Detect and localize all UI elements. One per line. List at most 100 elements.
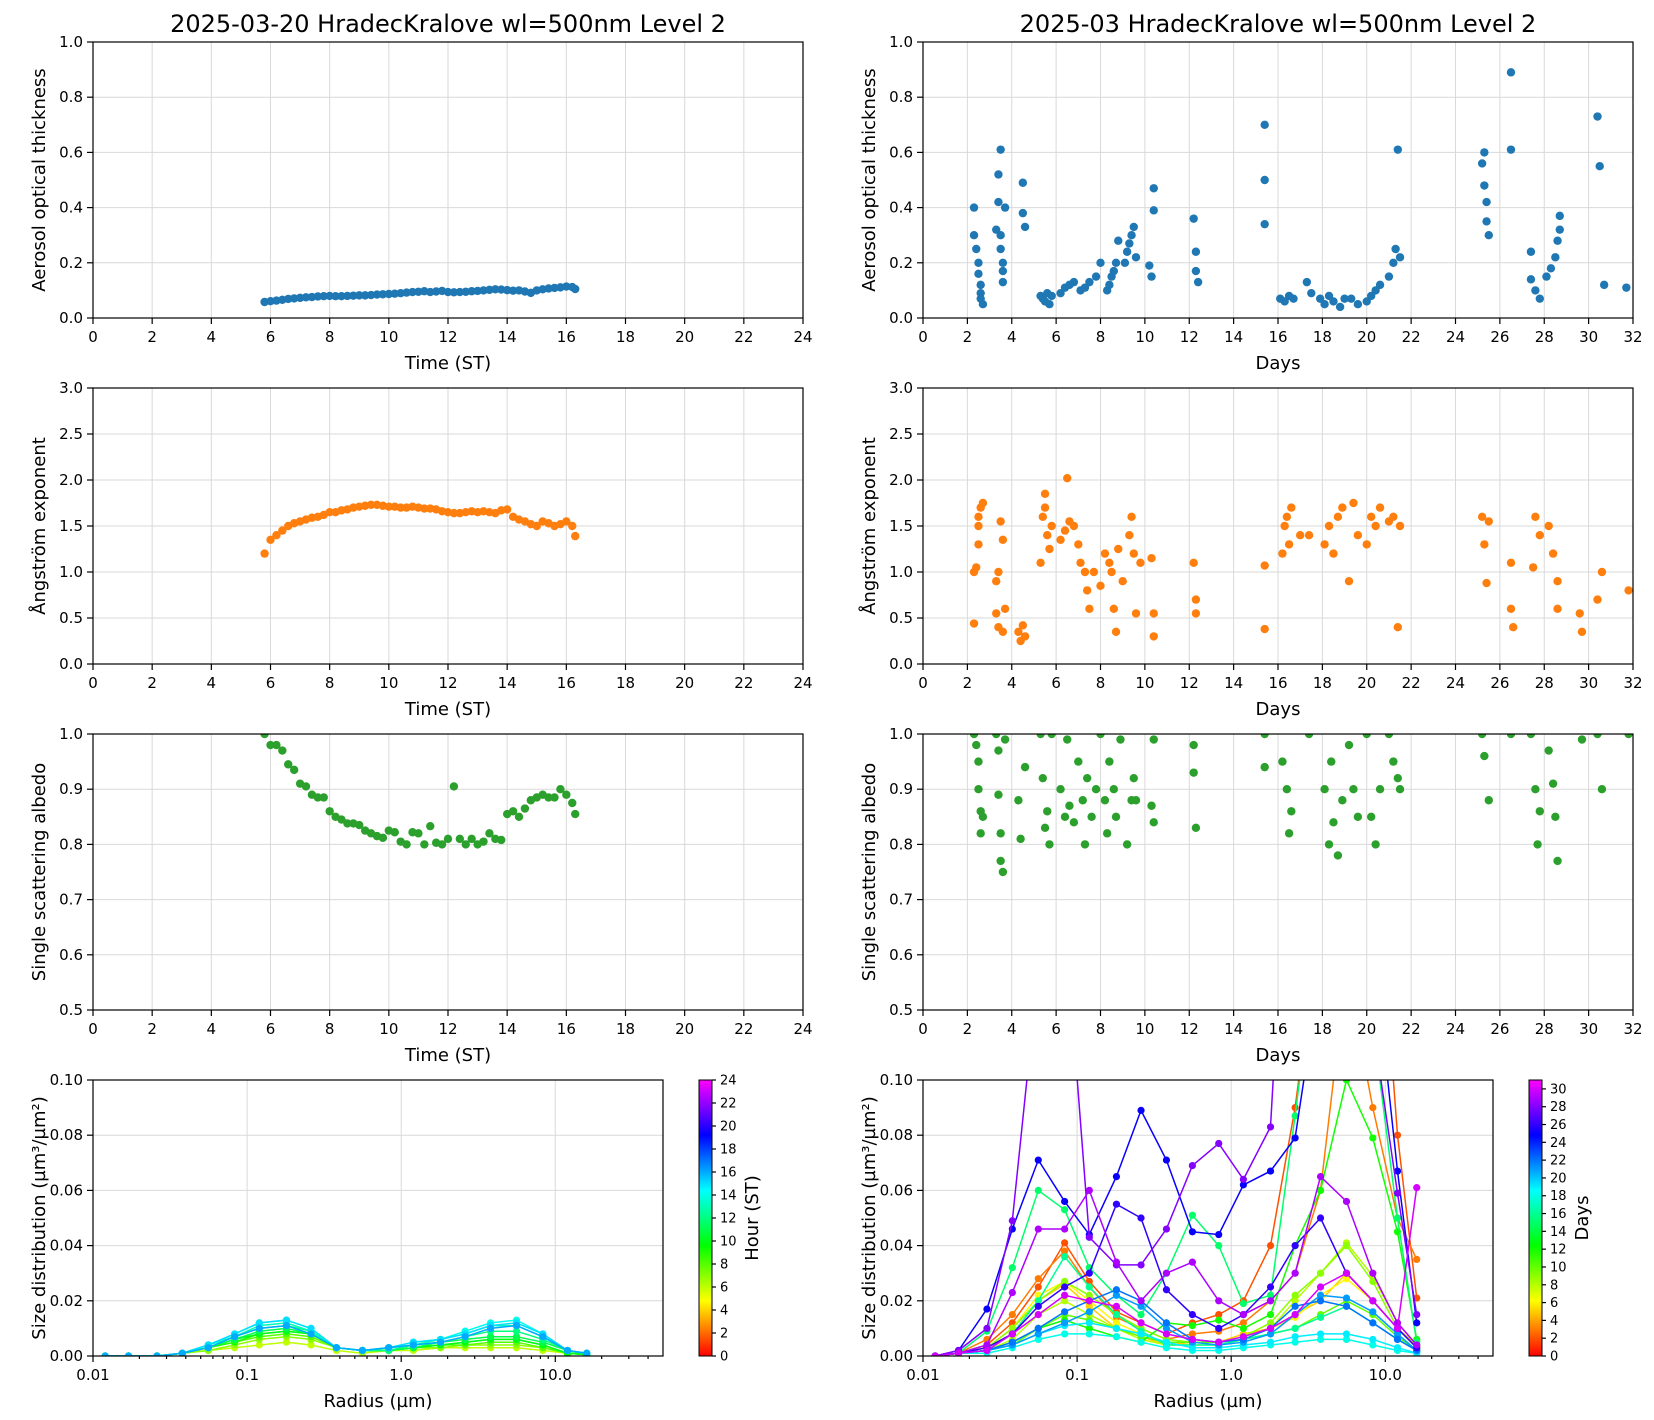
data-point: [1122, 840, 1132, 849]
x-tick-label: 0.01: [906, 1366, 939, 1384]
x-tick-label: 6: [266, 1020, 276, 1038]
x-tick-label: 22: [1402, 1020, 1421, 1038]
data-point: [1320, 540, 1329, 549]
data-point: [449, 508, 459, 518]
data-point: [1535, 531, 1545, 540]
series-point: [983, 1346, 991, 1355]
x-tick-label: 2: [147, 1020, 157, 1038]
y-tick-label: 1.0: [889, 33, 913, 51]
data-point: [343, 819, 352, 828]
series-point: [1291, 1302, 1299, 1310]
data-point: [1074, 757, 1083, 766]
data-point: [1371, 521, 1380, 531]
series-point: [1266, 1242, 1275, 1250]
x-tick-label: 4: [207, 674, 217, 692]
data-point: [996, 829, 1005, 838]
x-tick-label: 32: [1623, 328, 1642, 346]
series-point: [1085, 1283, 1093, 1291]
data-point: [437, 840, 447, 849]
colorbar-tick-label: 20: [1550, 1171, 1567, 1186]
y-tick-label: 0.0: [59, 655, 83, 673]
data-point: [1526, 734, 1536, 739]
x-tick-label: 20: [1357, 674, 1376, 692]
x-tick-label: 24: [1446, 1020, 1465, 1038]
x-tick-label: 8: [325, 328, 335, 346]
y-tick-label: 3.0: [889, 379, 913, 397]
y-tick-label: 0.0: [59, 309, 83, 327]
series-point: [1292, 690, 1299, 697]
series-point: [1112, 1200, 1121, 1208]
y-tick-label: 3.0: [59, 379, 83, 397]
data-point: [1531, 286, 1540, 295]
series-point: [1112, 1291, 1121, 1299]
data-point: [272, 740, 281, 750]
data-point: [1000, 604, 1010, 613]
series-point: [282, 1338, 291, 1346]
data-point: [1260, 734, 1269, 739]
data-point: [562, 517, 571, 526]
series-point: [1162, 1338, 1171, 1346]
data-point: [1320, 785, 1329, 794]
series-point: [1112, 1311, 1121, 1319]
data-point: [1080, 567, 1090, 577]
data-point: [1599, 280, 1609, 290]
data-point: [1069, 818, 1079, 827]
data-point: [1260, 561, 1269, 570]
data-point: [319, 793, 328, 802]
data-point: [420, 840, 429, 849]
data-point: [571, 531, 580, 541]
y-tick-label: 0.8: [59, 88, 83, 106]
data-point: [366, 500, 376, 510]
data-point: [1189, 768, 1198, 777]
data-point: [1047, 734, 1056, 739]
data-point: [1045, 840, 1054, 849]
data-point: [1362, 540, 1371, 549]
series-point: [1393, 1214, 1402, 1222]
data-point: [1366, 812, 1376, 821]
data-point: [325, 807, 334, 816]
data-point: [1389, 757, 1398, 766]
axes-frame: [92, 733, 804, 1011]
series-line: [935, 1299, 1418, 1356]
data-point: [337, 291, 346, 301]
series-point: [1008, 1217, 1016, 1225]
series-point: [954, 1349, 963, 1356]
y-tick-label: 0.8: [59, 835, 83, 853]
series-point: [1291, 1242, 1299, 1250]
data-point: [1191, 823, 1201, 833]
data-point: [1353, 300, 1363, 309]
x-tick-label: 4: [207, 1020, 217, 1038]
data-point: [1189, 214, 1198, 223]
monthly-size-dist-panel: 0.01 0.1 1.0 10.00.000.020.040.060.080.10Ra…: [859, 690, 1593, 1412]
series-point: [1316, 1283, 1325, 1291]
x-tick-label: 20: [675, 674, 694, 692]
x-tick-label: 6: [1051, 1020, 1061, 1038]
x-tick-label: 16: [557, 674, 576, 692]
x-tick-label: 26: [1490, 674, 1509, 692]
data-point: [1597, 567, 1607, 577]
data-point: [1191, 609, 1201, 618]
data-point: [408, 287, 417, 297]
colorbar-tick-label: 16: [720, 1166, 737, 1181]
series-point: [1291, 1297, 1299, 1305]
series-point: [1061, 1197, 1069, 1206]
data-point: [1000, 735, 1010, 744]
data-point: [355, 291, 364, 300]
data-point: [289, 765, 299, 775]
data-point: [1535, 294, 1545, 303]
data-point: [1506, 68, 1516, 77]
data-point: [1125, 531, 1134, 540]
data-point: [1020, 762, 1030, 772]
series-point: [204, 1344, 212, 1352]
series-point: [332, 1344, 341, 1352]
x-tick-label: 12: [438, 328, 457, 346]
series-point: [1266, 1330, 1275, 1338]
x-tick-label: 6: [266, 328, 276, 346]
data-point: [978, 812, 988, 821]
data-point: [1047, 291, 1056, 301]
y-tick-label: 0.02: [880, 1292, 913, 1310]
data-point: [1136, 558, 1145, 567]
data-point: [998, 627, 1008, 636]
data-point: [1127, 512, 1136, 521]
data-point: [520, 804, 530, 813]
